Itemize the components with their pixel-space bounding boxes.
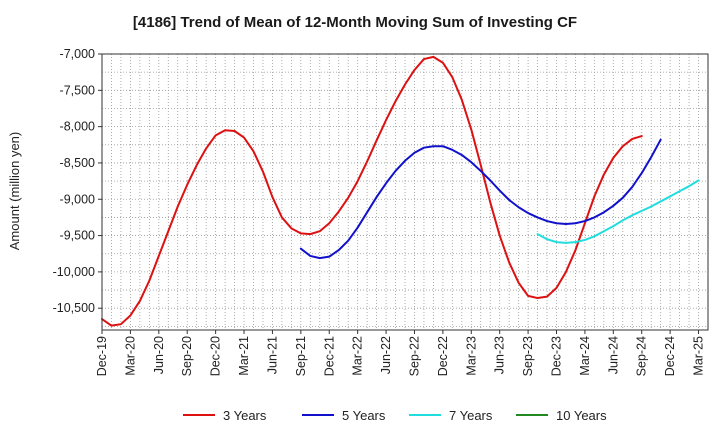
chart-title: [4186] Trend of Mean of 12-Month Moving …	[133, 14, 577, 31]
x-tick-label: Sep-21	[294, 336, 308, 376]
y-tick-label: -7,000	[60, 47, 95, 61]
legend-label: 5 Years	[342, 408, 386, 423]
x-tick-label: Jun-23	[493, 336, 507, 374]
x-tick-label: Sep-24	[635, 336, 649, 376]
series-line-5-years	[299, 138, 662, 260]
y-axis-title: Amount (million yen)	[7, 132, 22, 251]
y-tick-label: -8,500	[60, 156, 95, 170]
x-tick-label: Mar-25	[692, 336, 706, 376]
grid	[102, 54, 708, 330]
x-tick-label: Jun-20	[152, 336, 166, 374]
series-line-3-years	[101, 55, 643, 327]
plot-frame	[101, 53, 709, 331]
legend-label: 10 Years	[556, 408, 607, 423]
x-tick-label: Sep-23	[521, 336, 535, 376]
x-tick-label: Dec-21	[322, 336, 336, 376]
x-tick-label: Jun-22	[379, 336, 393, 374]
x-tick-label: Mar-23	[464, 336, 478, 376]
x-tick-label: Dec-19	[95, 336, 109, 376]
legend-label: 3 Years	[223, 408, 267, 423]
x-tick-label: Sep-20	[180, 336, 194, 376]
x-tick-label: Dec-24	[663, 336, 677, 376]
x-tick-label: Jun-24	[606, 336, 620, 374]
y-tick-label: -7,500	[60, 83, 95, 97]
y-tick-label: -9,000	[60, 192, 95, 206]
legend-label: 7 Years	[449, 408, 493, 423]
legend: 3 Years 5 Years 7 Years 10 Years	[183, 408, 607, 423]
x-tick-label: Dec-22	[436, 336, 450, 376]
y-tick-label: -10,500	[53, 301, 95, 315]
y-tick-label: -8,000	[60, 120, 95, 134]
x-tick-label: Mar-24	[578, 336, 592, 376]
x-axis: Dec-19 Mar-20 Jun-20 Sep-20 Dec-20 Mar-21 Jun-…	[95, 330, 706, 376]
x-tick-label: Mar-21	[237, 336, 251, 376]
x-tick-label: Mar-20	[123, 336, 137, 376]
x-tick-label: Dec-23	[550, 336, 564, 376]
y-tick-label: -9,500	[60, 229, 95, 243]
x-tick-label: Sep-22	[407, 336, 421, 376]
y-axis: -7,000 -7,500 -8,000 -8,500 -9,000 -9,500 -10,…	[53, 47, 102, 315]
series-line-7-years	[536, 179, 700, 244]
x-tick-label: Dec-20	[209, 336, 223, 376]
y-tick-label: -10,000	[53, 265, 95, 279]
x-tick-label: Mar-22	[351, 336, 365, 376]
x-tick-label: Jun-21	[265, 336, 279, 374]
series-layer	[101, 55, 700, 327]
